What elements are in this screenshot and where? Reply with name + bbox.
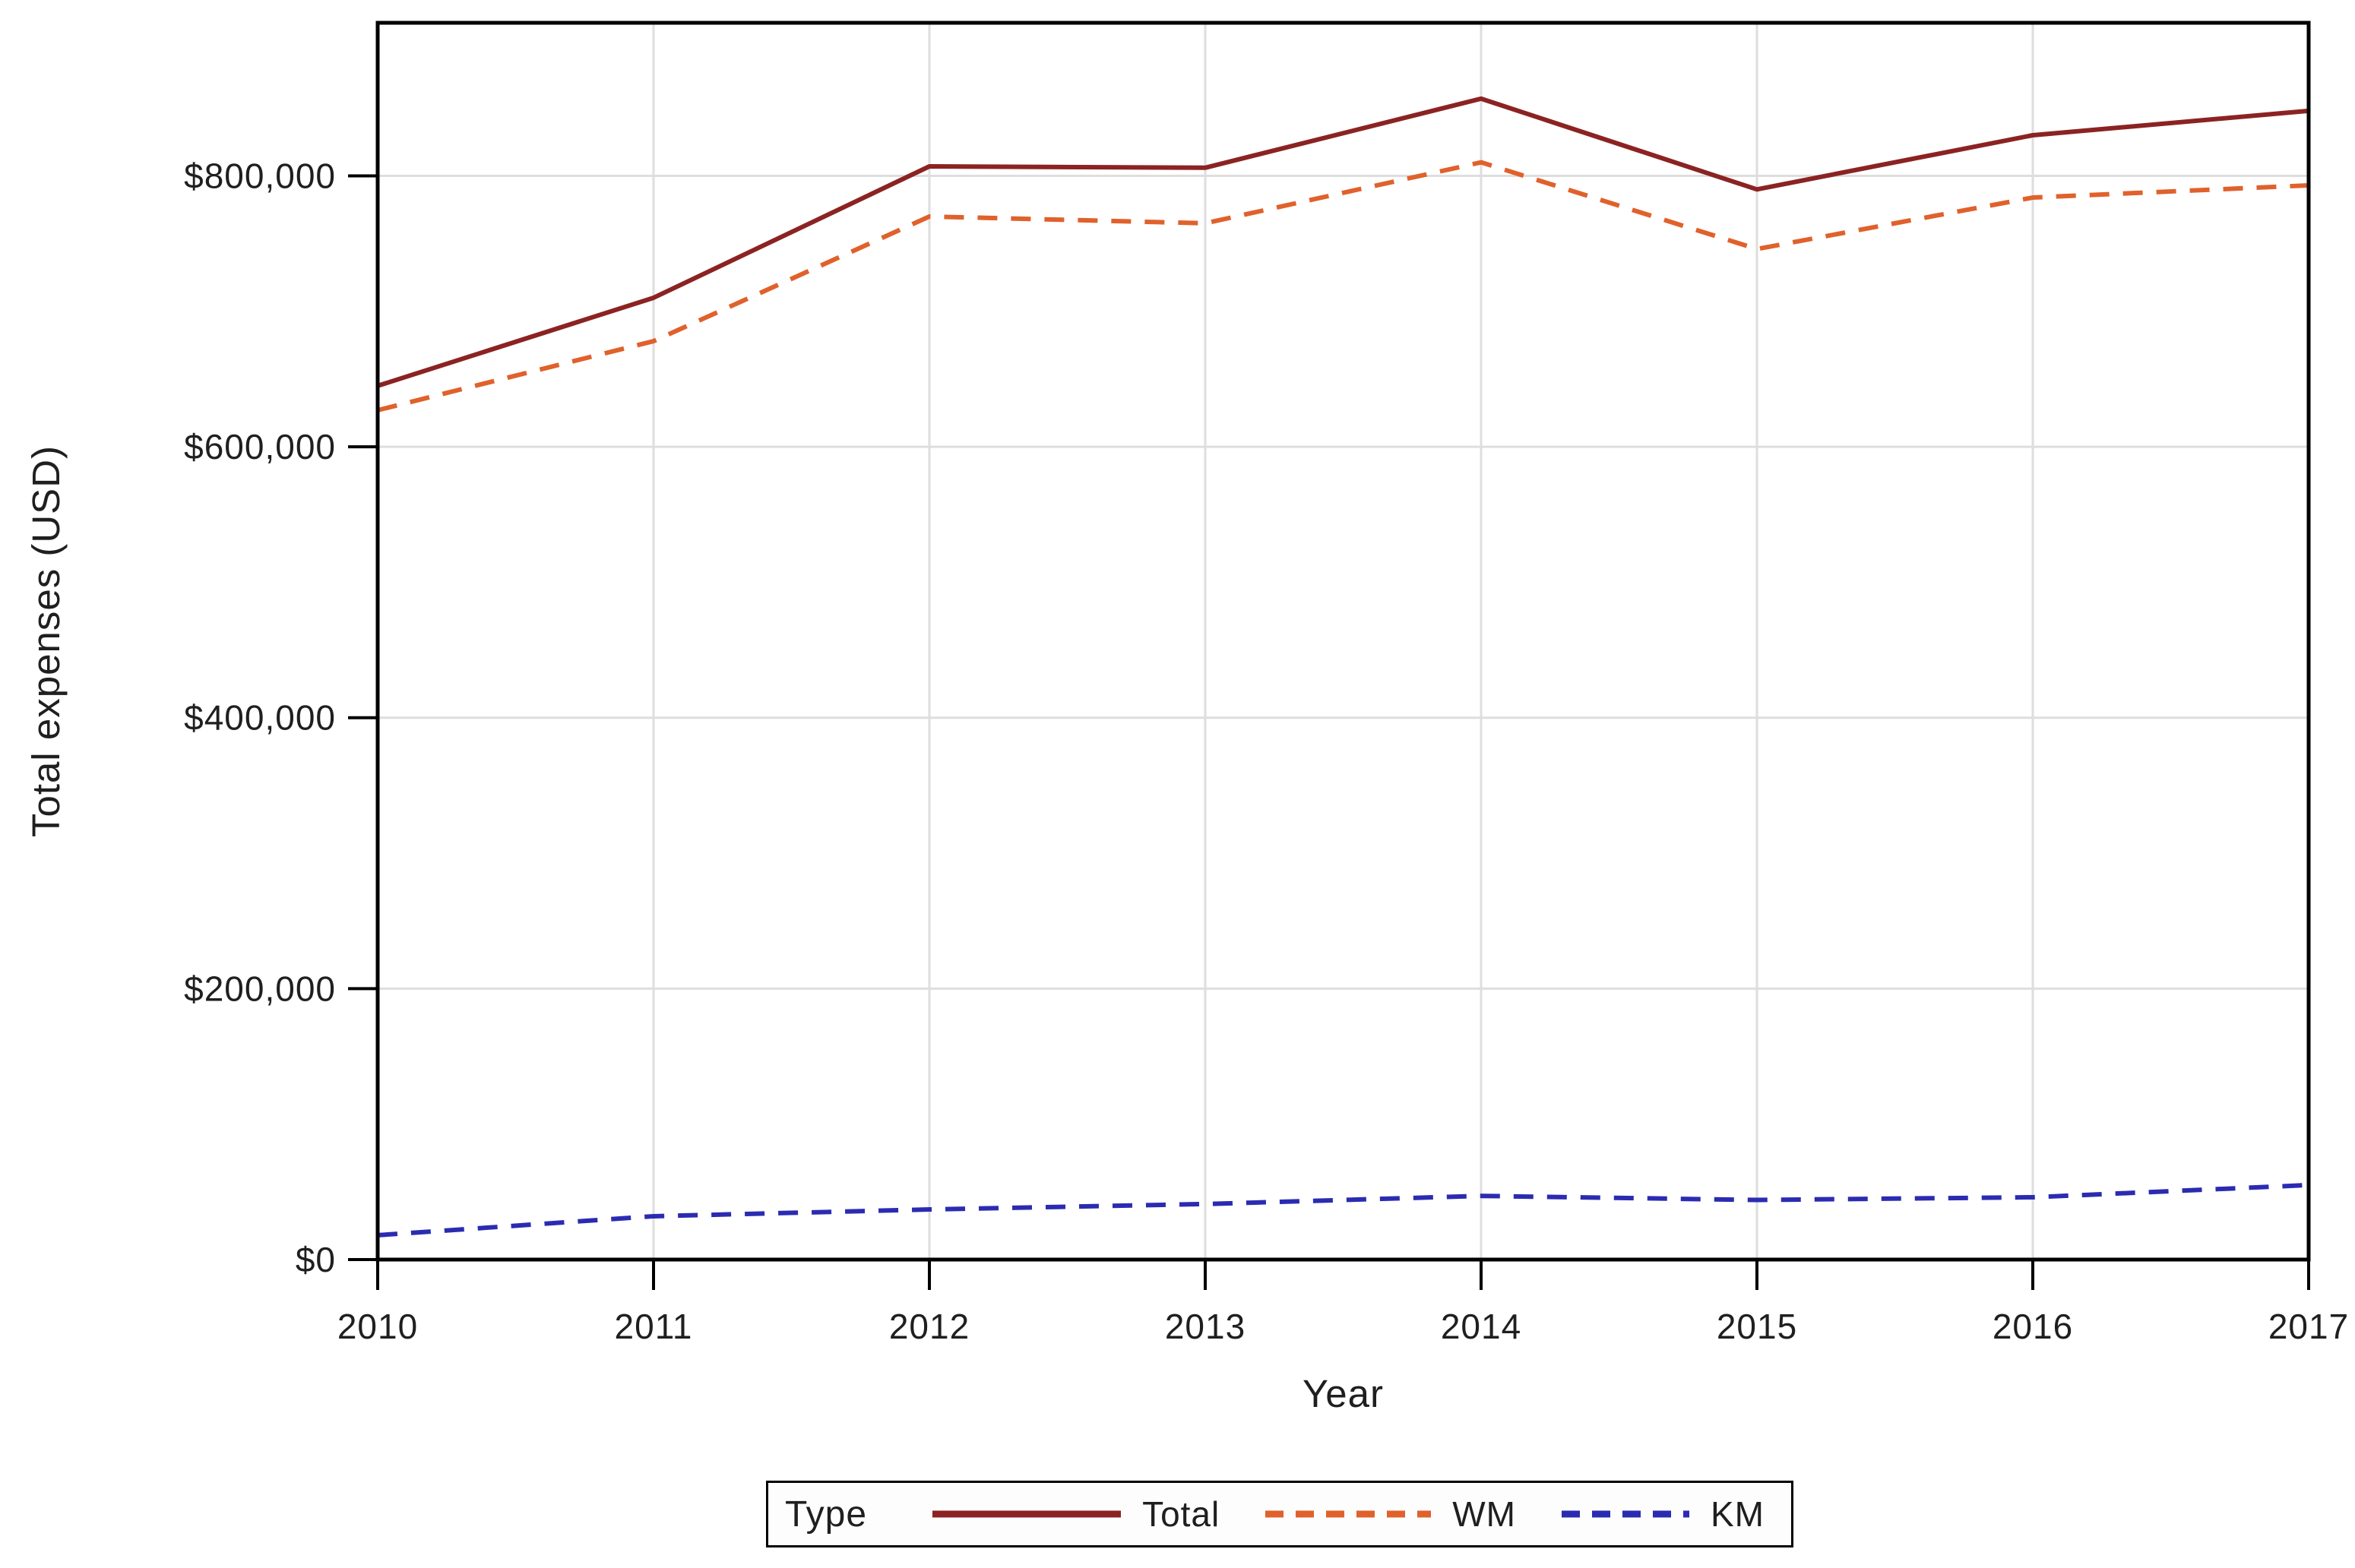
chart-legend: Type Total WM KM (766, 1481, 1793, 1547)
legend-item-km: KM (1560, 1494, 1765, 1535)
wm-dashed-swatch-icon (1265, 1510, 1432, 1518)
plot-frame (375, 21, 2311, 1262)
x-tick-label: 2015 (1717, 1307, 1797, 1346)
km-dashed-swatch-icon (1561, 1510, 1689, 1518)
y-axis-title: Total expenses (USD) (24, 445, 68, 837)
legend-item-wm: WM (1264, 1494, 1516, 1535)
y-tick-label: $600,000 (184, 427, 336, 466)
x-tick-label: 2013 (1165, 1307, 1246, 1346)
total-line-swatch-icon (932, 1510, 1122, 1518)
y-tick-label: $400,000 (184, 698, 336, 738)
x-tick-label: 2014 (1441, 1307, 1521, 1346)
series-line-km (377, 1182, 2309, 1238)
legend-item-total: Total (931, 1494, 1220, 1535)
x-tick-label: 2012 (889, 1307, 970, 1346)
y-tick-label: $800,000 (184, 156, 336, 195)
legend-label-wm: WM (1452, 1494, 1516, 1534)
x-axis-title: Year (1303, 1372, 1384, 1415)
series-line-wm (377, 160, 2309, 413)
x-tick-label: 2017 (2268, 1307, 2349, 1346)
legend-title: Type (785, 1494, 868, 1535)
x-tick-label: 2016 (1993, 1307, 2073, 1346)
legend-label-total: Total (1142, 1494, 1220, 1534)
y-tick-label: $200,000 (184, 969, 336, 1008)
legend-label-km: KM (1710, 1494, 1765, 1534)
series-line-total (377, 96, 2309, 388)
x-tick-label: 2011 (615, 1307, 693, 1346)
x-tick-label: 2010 (337, 1307, 418, 1346)
y-tick-label: $0 (296, 1240, 336, 1279)
